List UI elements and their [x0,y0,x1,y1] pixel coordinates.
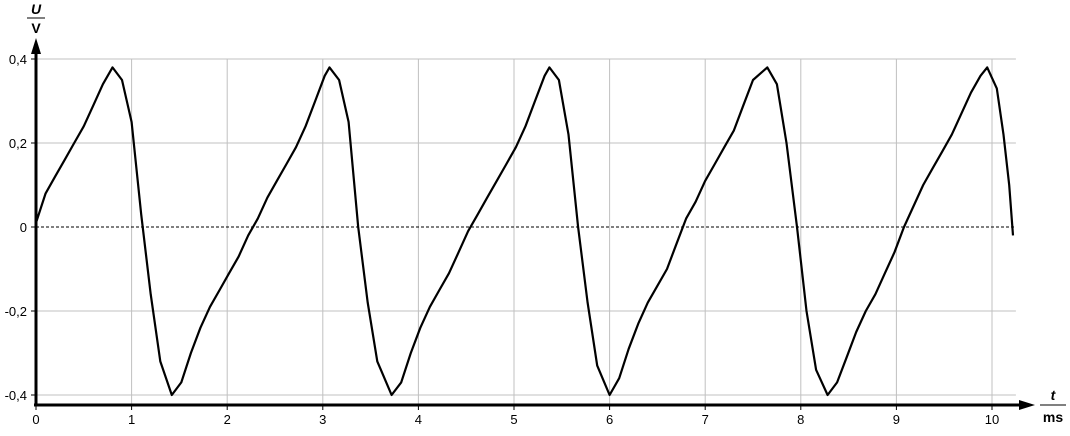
ticks: 0 1 2 3 4 5 6 7 8 9 10 0,4 0,2 0 -0,2 -0,4 [5,52,1000,427]
y-axis: U V [27,1,45,406]
x-tick-label: 2 [224,412,231,427]
x-tick-label: 0 [32,412,39,427]
x-tick-label: 3 [319,412,326,427]
y-tick-label: 0,4 [9,52,27,67]
x-axis-quantity: t [1051,387,1057,403]
y-axis-unit: V [31,20,41,36]
x-tick-label: 10 [985,412,999,427]
y-tick-label: 0 [20,220,27,235]
x-tick-label: 1 [128,412,135,427]
x-axis: t ms [34,387,1066,425]
x-tick-label: 7 [702,412,709,427]
grid [36,58,1016,405]
x-tick-label: 4 [415,412,422,427]
series-line [34,66,1015,397]
y-tick-label: -0,2 [5,304,27,319]
y-tick-label: 0,2 [9,136,27,151]
y-axis-arrow-icon [31,38,41,54]
x-tick-label: 8 [797,412,804,427]
x-axis-arrow-icon [1019,400,1035,410]
x-tick-label: 9 [893,412,900,427]
y-axis-quantity: U [31,1,42,17]
x-axis-unit: ms [1043,409,1063,425]
y-tick-label: -0,4 [5,388,27,403]
x-tick-label: 5 [510,412,517,427]
x-tick-label: 6 [606,412,613,427]
